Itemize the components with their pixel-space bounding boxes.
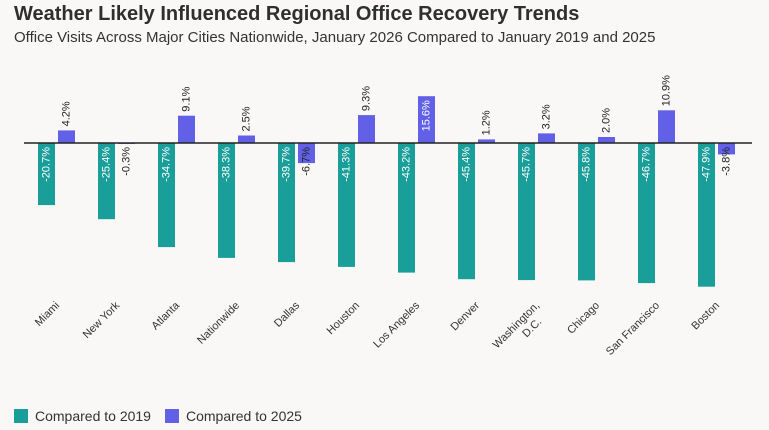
data-label-2019-9: -45.8%	[581, 147, 593, 182]
bar-2019-2	[158, 143, 175, 248]
data-label-2019-10: -46.7%	[641, 147, 653, 182]
data-label-2025-6: 15.6%	[421, 100, 433, 131]
category-label-3: Nationwide	[195, 300, 242, 347]
category-label-8: Washington,D.C.	[491, 300, 552, 361]
bar-2025-0	[58, 130, 75, 143]
data-label-2019-2: -34.7%	[161, 147, 173, 182]
bar-2025-4	[298, 143, 315, 164]
category-label-2: Atlanta	[149, 299, 182, 332]
data-label-2019-3: -38.3%	[221, 147, 233, 182]
legend-swatch-2019	[14, 409, 28, 423]
bar-2019-11	[698, 143, 715, 287]
category-label-0: Miami	[33, 300, 62, 329]
legend-label-2019: Compared to 2019	[35, 408, 151, 424]
legend-label-2025: Compared to 2025	[185, 408, 302, 424]
chart-subtitle: Office Visits Across Major Cities Nation…	[14, 29, 656, 46]
bar-2025-3	[238, 135, 255, 143]
data-label-2025-8: 3.2%	[541, 104, 553, 129]
bar-2019-7	[458, 143, 475, 280]
bar-2019-4	[278, 143, 295, 263]
data-label-2025-2: 9.1%	[181, 86, 193, 111]
bar-2025-6	[418, 96, 435, 143]
category-label-4: Dallas	[272, 299, 302, 329]
legend-swatch-2025	[164, 409, 179, 423]
category-label-6: Los Angeles	[371, 299, 422, 350]
bar-2025-5	[358, 115, 375, 143]
legend-item-2025: Compared to 2025	[164, 408, 302, 424]
bar-2019-3	[218, 143, 235, 258]
legend-item-2019: Compared to 2019	[14, 408, 151, 424]
bar-2019-0	[38, 143, 55, 206]
bar-2025-11	[718, 143, 735, 155]
data-label-2025-4: -6.7%	[301, 147, 313, 176]
data-label-2019-0: -20.7%	[41, 147, 53, 182]
legend: Compared to 2019 Compared to 2025	[14, 408, 316, 424]
bar-2019-1	[98, 143, 115, 220]
bar-2019-9	[578, 143, 595, 281]
data-label-2025-3: 2.5%	[241, 106, 253, 131]
data-label-2025-5: 9.3%	[361, 86, 373, 111]
data-label-2019-8: -45.7%	[521, 147, 533, 182]
data-label-2025-1: -0.3%	[121, 147, 133, 176]
chart-title: Weather Likely Influenced Regional Offic…	[14, 3, 580, 25]
category-label-7: Denver	[449, 299, 483, 333]
bar-2025-8	[538, 133, 555, 143]
category-label-5: Houston	[325, 300, 362, 337]
category-label-1: New York	[81, 299, 123, 341]
bar-2025-10	[658, 110, 675, 143]
bar-2025-9	[598, 137, 615, 143]
category-label-9: Chicago	[565, 300, 602, 337]
data-label-2025-10: 10.9%	[661, 75, 673, 106]
category-label-10: San Francisco	[604, 300, 662, 358]
category-label-11: Boston	[689, 300, 722, 333]
bar-chart: -20.7% 4.2% Miami -25.4% -0.3% New York -34.7%…	[24, 75, 752, 361]
data-label-2019-5: -41.3%	[341, 147, 353, 182]
bar-2019-10	[638, 143, 655, 284]
data-label-2025-9: 2.0%	[601, 108, 613, 133]
bar-2019-8	[518, 143, 535, 281]
bar-2025-7	[478, 139, 495, 143]
data-label-2019-4: -39.7%	[281, 147, 293, 182]
data-label-2025-7: 1.2%	[481, 110, 493, 135]
bar-2019-5	[338, 143, 355, 267]
data-label-2025-11: -3.8%	[721, 147, 733, 176]
data-label-2019-11: -47.9%	[701, 147, 713, 182]
data-label-2019-6: -43.2%	[401, 147, 413, 182]
data-label-2025-0: 4.2%	[61, 101, 73, 126]
data-label-2019-7: -45.4%	[461, 147, 473, 182]
bar-2019-6	[398, 143, 415, 273]
bar-2025-2	[178, 115, 195, 143]
data-label-2019-1: -25.4%	[101, 147, 113, 182]
